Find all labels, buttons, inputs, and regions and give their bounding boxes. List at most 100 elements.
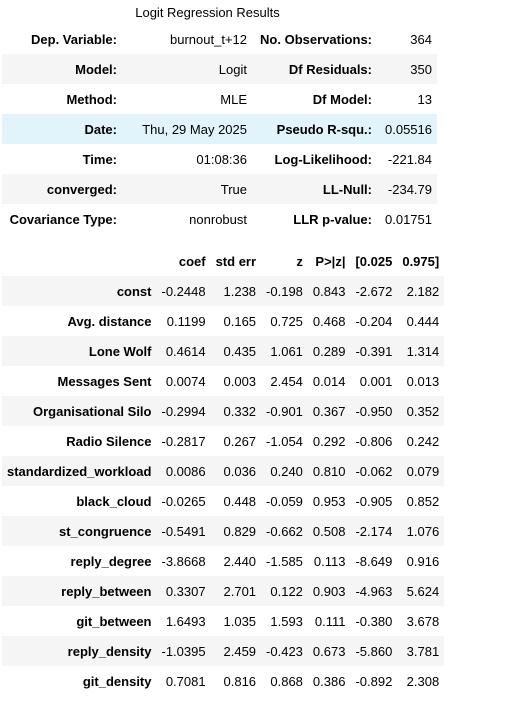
coef-value: -0.806 [355, 433, 393, 449]
coef-value: 0.673 [312, 643, 346, 659]
coef-column-header: std err [215, 253, 257, 269]
coef-value: -1.054 [266, 433, 303, 449]
summary-value: nonrobust [189, 211, 247, 227]
coef-value: 0.111 [314, 613, 346, 629]
coef-value: 0.332 [223, 403, 257, 419]
coef-value: 0.0086 [165, 463, 206, 479]
coef-variable-name: reply_between [61, 583, 152, 599]
coef-value: 0.916 [406, 553, 440, 569]
coef-value: 0.165 [223, 313, 257, 329]
coef-value: -1.585 [266, 553, 303, 569]
coef-value: 3.678 [406, 613, 440, 629]
coef-value: -0.5491 [161, 523, 206, 539]
coef-value: 0.1199 [166, 313, 206, 329]
coef-value: -0.423 [266, 643, 303, 659]
coef-value: 3.781 [406, 643, 440, 659]
coef-value: 0.448 [223, 493, 257, 509]
summary-label: Df Residuals: [288, 61, 372, 77]
summary-value: 0.01751 [385, 211, 432, 227]
coef-value: 0.725 [270, 313, 303, 329]
coef-value: -0.204 [355, 313, 393, 329]
coef-variable-name: Lone Wolf [88, 343, 152, 359]
summary-label: Log-Likelihood: [274, 151, 372, 167]
summary-value: -221.84 [387, 151, 432, 167]
coef-value: 0.953 [312, 493, 346, 509]
coef-row: reply_density -1.0395 2.459 -0.423 0.673 -5.8… [2, 636, 445, 666]
coef-value: 0.816 [223, 673, 257, 689]
coef-column-header: [0.025 [355, 253, 393, 269]
summary-value: Logit [218, 61, 247, 77]
coef-variable-name: Messages Sent [57, 373, 152, 389]
coef-value: -0.059 [266, 493, 303, 509]
coef-value: 0.014 [312, 373, 346, 389]
coef-variable-name: black_cloud [76, 493, 152, 509]
summary-value: 13 [417, 91, 432, 107]
coef-value: -0.062 [355, 463, 393, 479]
coef-value: 0.386 [312, 673, 346, 689]
coef-row: reply_between 0.3307 2.701 0.122 0.903 -4.963… [2, 576, 445, 606]
coef-row: standardized_workload 0.0086 0.036 0.240 0.8… [2, 456, 445, 486]
coef-value: 0.122 [270, 583, 303, 599]
coef-variable-name: Organisational Silo [33, 403, 152, 419]
coef-row: Messages Sent 0.0074 0.003 2.454 0.014 0.001 0… [2, 366, 444, 396]
coef-value: -8.649 [355, 553, 393, 569]
summary-label: Time: [82, 151, 117, 167]
coef-row: black_cloud -0.0265 0.448 -0.059 0.953 -0.905… [2, 486, 444, 516]
coef-row: reply_degree -3.8668 2.440 -1.585 0.113 -8.64… [2, 546, 444, 576]
coef-value: -0.198 [266, 283, 303, 299]
coef-value: 1.076 [406, 523, 440, 539]
coef-variable-name: Avg. distance [67, 313, 152, 329]
summary-value: True [220, 181, 247, 197]
coef-value: 0.468 [312, 313, 346, 329]
coef-value: 0.013 [406, 373, 440, 389]
coef-value: 0.113 [313, 553, 346, 569]
coef-variable-name: reply_density [67, 643, 152, 659]
coefficients-header-row: coef std err z P>|z| [0.025 0.975] [2, 246, 444, 276]
coef-variable-name: const [116, 283, 152, 299]
coef-value: 2.459 [223, 643, 257, 659]
coef-column-header: coef [178, 253, 206, 269]
summary-row: Dep. Variable: burnout_t+12 No. Observatio… [2, 24, 437, 54]
coef-value: -0.905 [355, 493, 393, 509]
coef-value: -0.950 [355, 403, 393, 419]
coef-row: Lone Wolf 0.4614 0.435 1.061 0.289 -0.391 1.31… [2, 336, 445, 366]
summary-label: Pseudo R-squ.: [276, 121, 372, 137]
summary-label: Method: [66, 91, 117, 107]
coef-variable-name: reply_degree [70, 553, 152, 569]
summary-label: No. Observations: [260, 31, 372, 47]
coef-value: 0.367 [312, 403, 346, 419]
coef-value: 0.036 [223, 463, 257, 479]
coef-value: 0.7081 [165, 673, 206, 689]
coef-value: 0.444 [406, 313, 440, 329]
coef-value: -0.0265 [161, 493, 206, 509]
summary-row: Covariance Type: nonrobust LLR p-value: 0.0… [2, 204, 437, 234]
coef-column-header: z [296, 253, 303, 269]
coef-value: 0.079 [406, 463, 440, 479]
coef-value: 0.903 [312, 583, 346, 599]
coef-value: 0.810 [312, 463, 346, 479]
coef-value: 0.001 [359, 373, 393, 389]
coef-value: -0.901 [266, 403, 303, 419]
summary-label: Dep. Variable: [31, 31, 117, 47]
coef-value: -1.0395 [161, 643, 206, 659]
coef-value: 0.852 [406, 493, 440, 509]
summary-value: burnout_t+12 [170, 31, 247, 47]
coef-value: 0.352 [406, 403, 440, 419]
coef-value: 1.314 [406, 343, 440, 359]
coef-value: 0.435 [223, 343, 257, 359]
coef-variable-name: standardized_workload [7, 463, 152, 479]
summary-row: Model: Logit Df Residuals: 350 [2, 54, 437, 84]
coef-value: 2.454 [270, 373, 303, 389]
coef-value: -0.2448 [161, 283, 206, 299]
coef-value: 2.182 [406, 283, 440, 299]
summary-row: Time: 01:08:36 Log-Likelihood: -221.84 [2, 144, 437, 174]
coef-value: 2.440 [223, 553, 257, 569]
coef-value: 5.624 [406, 583, 440, 599]
coef-value: 0.267 [223, 433, 257, 449]
summary-label: Covariance Type: [9, 211, 117, 227]
coef-row: Radio Silence -0.2817 0.267 -1.054 0.292 -0.8… [2, 426, 444, 456]
summary-label: LLR p-value: [293, 211, 372, 227]
coef-value: -0.662 [266, 523, 303, 539]
coef-value: 0.289 [312, 343, 346, 359]
coef-row: git_density 0.7081 0.816 0.868 0.386 -0.892 2.… [2, 666, 444, 696]
